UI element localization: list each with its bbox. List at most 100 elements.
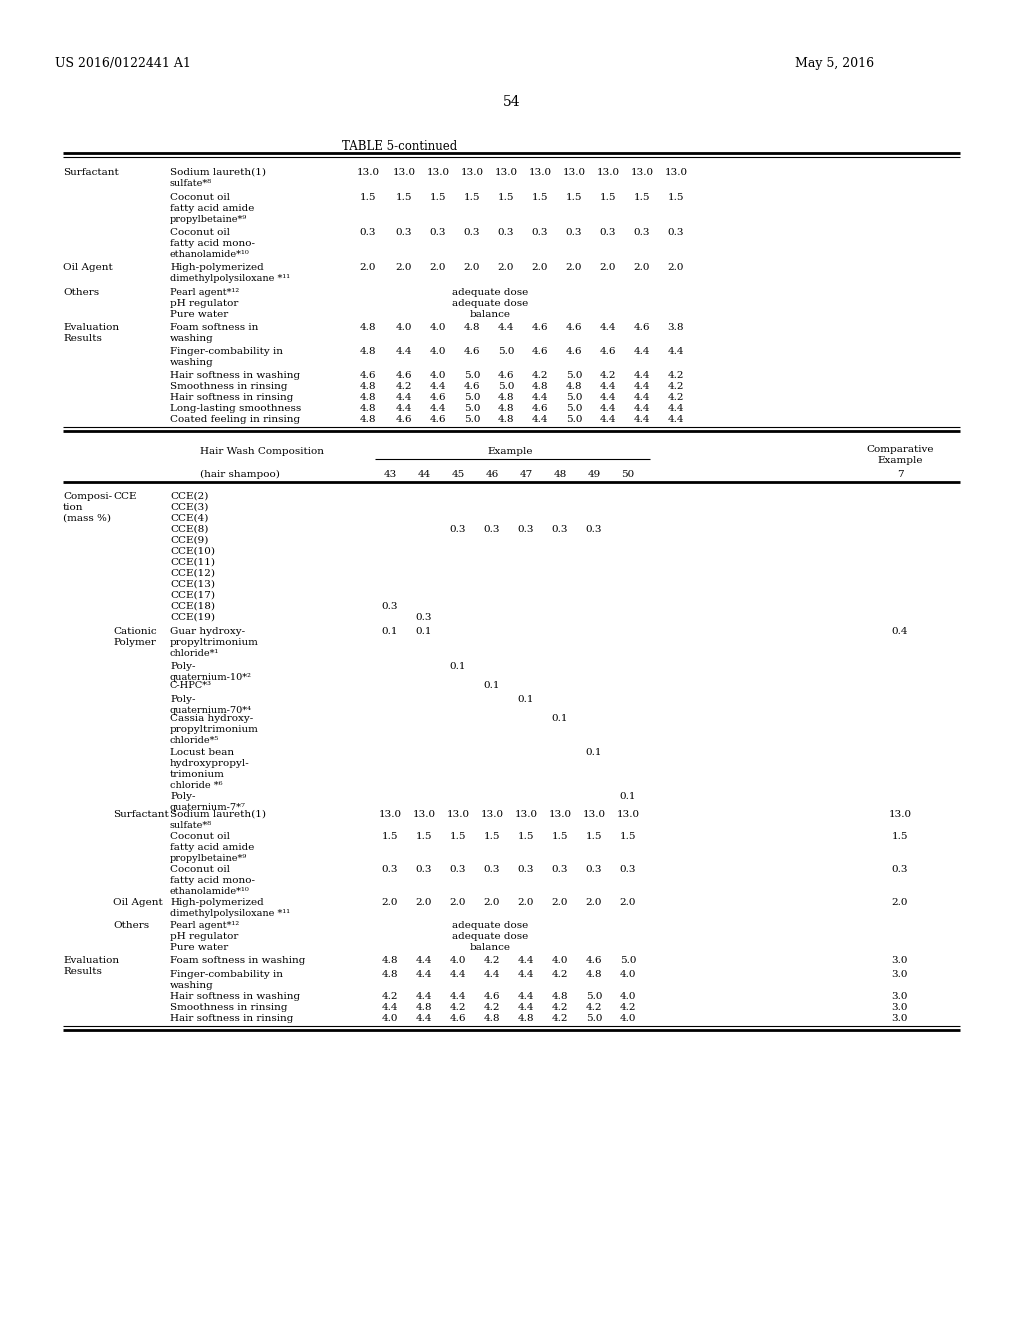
Text: adequate dose: adequate dose xyxy=(452,921,528,931)
Text: 4.8: 4.8 xyxy=(483,1014,501,1023)
Text: 3.8: 3.8 xyxy=(668,323,684,333)
Text: (hair shampoo): (hair shampoo) xyxy=(200,470,280,479)
Text: 0.3: 0.3 xyxy=(586,525,602,535)
Text: Oil Agent: Oil Agent xyxy=(113,898,163,907)
Text: chloride*⁵: chloride*⁵ xyxy=(170,737,219,744)
Text: propylbetaine*⁹: propylbetaine*⁹ xyxy=(170,215,247,224)
Text: CCE(8): CCE(8) xyxy=(170,525,208,535)
Text: 4.8: 4.8 xyxy=(565,381,583,391)
Text: 4.0: 4.0 xyxy=(395,323,413,333)
Text: 3.0: 3.0 xyxy=(892,956,908,965)
Text: Coconut oil: Coconut oil xyxy=(170,228,230,238)
Text: 5.0: 5.0 xyxy=(565,414,583,424)
Text: CCE: CCE xyxy=(113,492,136,502)
Text: 4.6: 4.6 xyxy=(634,323,650,333)
Text: 4.6: 4.6 xyxy=(430,393,446,403)
Text: 4.8: 4.8 xyxy=(498,404,514,413)
Text: CCE(3): CCE(3) xyxy=(170,503,208,512)
Text: Sodium laureth(1): Sodium laureth(1) xyxy=(170,168,266,177)
Text: 4.4: 4.4 xyxy=(634,371,650,380)
Text: quaternium-7*⁷: quaternium-7*⁷ xyxy=(170,803,246,812)
Text: 4.4: 4.4 xyxy=(634,347,650,356)
Text: TABLE 5-continued: TABLE 5-continued xyxy=(342,140,458,153)
Text: Cassia hydroxy-: Cassia hydroxy- xyxy=(170,714,253,723)
Text: 0.3: 0.3 xyxy=(634,228,650,238)
Text: Evaluation: Evaluation xyxy=(63,323,119,333)
Text: Finger-combability in: Finger-combability in xyxy=(170,347,283,356)
Text: Hair softness in rinsing: Hair softness in rinsing xyxy=(170,1014,293,1023)
Text: 5.0: 5.0 xyxy=(565,404,583,413)
Text: 4.6: 4.6 xyxy=(531,347,548,356)
Text: 4.8: 4.8 xyxy=(586,970,602,979)
Text: 0.1: 0.1 xyxy=(382,627,398,636)
Text: Poly-: Poly- xyxy=(170,696,196,704)
Text: 2.0: 2.0 xyxy=(450,898,466,907)
Text: Cationic: Cationic xyxy=(113,627,157,636)
Text: 0.3: 0.3 xyxy=(498,228,514,238)
Text: CCE(9): CCE(9) xyxy=(170,536,208,545)
Text: Results: Results xyxy=(63,334,101,343)
Text: 2.0: 2.0 xyxy=(620,898,636,907)
Text: washing: washing xyxy=(170,981,214,990)
Text: 0.3: 0.3 xyxy=(382,602,398,611)
Text: 4.4: 4.4 xyxy=(395,347,413,356)
Text: 0.3: 0.3 xyxy=(430,228,446,238)
Text: 1.5: 1.5 xyxy=(498,193,514,202)
Text: 13.0: 13.0 xyxy=(392,168,416,177)
Text: 4.8: 4.8 xyxy=(498,414,514,424)
Text: 1.5: 1.5 xyxy=(600,193,616,202)
Text: Locust bean: Locust bean xyxy=(170,748,234,756)
Text: 4.6: 4.6 xyxy=(600,347,616,356)
Text: 0.3: 0.3 xyxy=(382,865,398,874)
Text: 4.4: 4.4 xyxy=(600,323,616,333)
Text: 2.0: 2.0 xyxy=(483,898,501,907)
Text: pH regulator: pH regulator xyxy=(170,932,239,941)
Text: 2.0: 2.0 xyxy=(518,898,535,907)
Text: quaternium-70*⁴: quaternium-70*⁴ xyxy=(170,706,252,715)
Text: Results: Results xyxy=(63,968,101,975)
Text: 5.0: 5.0 xyxy=(586,993,602,1001)
Text: 4.8: 4.8 xyxy=(531,381,548,391)
Text: 2.0: 2.0 xyxy=(552,898,568,907)
Text: 2.0: 2.0 xyxy=(464,263,480,272)
Text: 0.3: 0.3 xyxy=(892,865,908,874)
Text: 5.0: 5.0 xyxy=(620,956,636,965)
Text: adequate dose: adequate dose xyxy=(452,288,528,297)
Text: 5.0: 5.0 xyxy=(464,404,480,413)
Text: 48: 48 xyxy=(553,470,566,479)
Text: Smoothness in rinsing: Smoothness in rinsing xyxy=(170,381,288,391)
Text: 4.4: 4.4 xyxy=(668,414,684,424)
Text: 0.3: 0.3 xyxy=(450,525,466,535)
Text: propyltrimonium: propyltrimonium xyxy=(170,725,259,734)
Text: 50: 50 xyxy=(622,470,635,479)
Text: Hair Wash Composition: Hair Wash Composition xyxy=(200,447,324,455)
Text: 0.3: 0.3 xyxy=(620,865,636,874)
Text: 4.6: 4.6 xyxy=(586,956,602,965)
Text: Smoothness in rinsing: Smoothness in rinsing xyxy=(170,1003,288,1012)
Text: US 2016/0122441 A1: US 2016/0122441 A1 xyxy=(55,57,190,70)
Text: 13.0: 13.0 xyxy=(356,168,380,177)
Text: 1.5: 1.5 xyxy=(416,832,432,841)
Text: 4.2: 4.2 xyxy=(382,993,398,1001)
Text: 13.0: 13.0 xyxy=(426,168,450,177)
Text: pH regulator: pH regulator xyxy=(170,300,239,308)
Text: 1.5: 1.5 xyxy=(518,832,535,841)
Text: 4.4: 4.4 xyxy=(416,970,432,979)
Text: Comparative: Comparative xyxy=(866,445,934,454)
Text: 5.0: 5.0 xyxy=(498,347,514,356)
Text: 43: 43 xyxy=(383,470,396,479)
Text: 0.3: 0.3 xyxy=(483,525,501,535)
Text: 0.3: 0.3 xyxy=(359,228,376,238)
Text: Surfactant: Surfactant xyxy=(113,810,169,818)
Text: 4.6: 4.6 xyxy=(531,323,548,333)
Text: dimethylpolysiloxane *¹¹: dimethylpolysiloxane *¹¹ xyxy=(170,909,290,917)
Text: 5.0: 5.0 xyxy=(464,371,480,380)
Text: 5.0: 5.0 xyxy=(464,414,480,424)
Text: dimethylpolysiloxane *¹¹: dimethylpolysiloxane *¹¹ xyxy=(170,275,290,282)
Text: 4.0: 4.0 xyxy=(382,1014,398,1023)
Text: sulfate*⁸: sulfate*⁸ xyxy=(170,821,212,830)
Text: Pure water: Pure water xyxy=(170,942,228,952)
Text: 1.5: 1.5 xyxy=(464,193,480,202)
Text: 2.0: 2.0 xyxy=(892,898,908,907)
Text: 13.0: 13.0 xyxy=(549,810,571,818)
